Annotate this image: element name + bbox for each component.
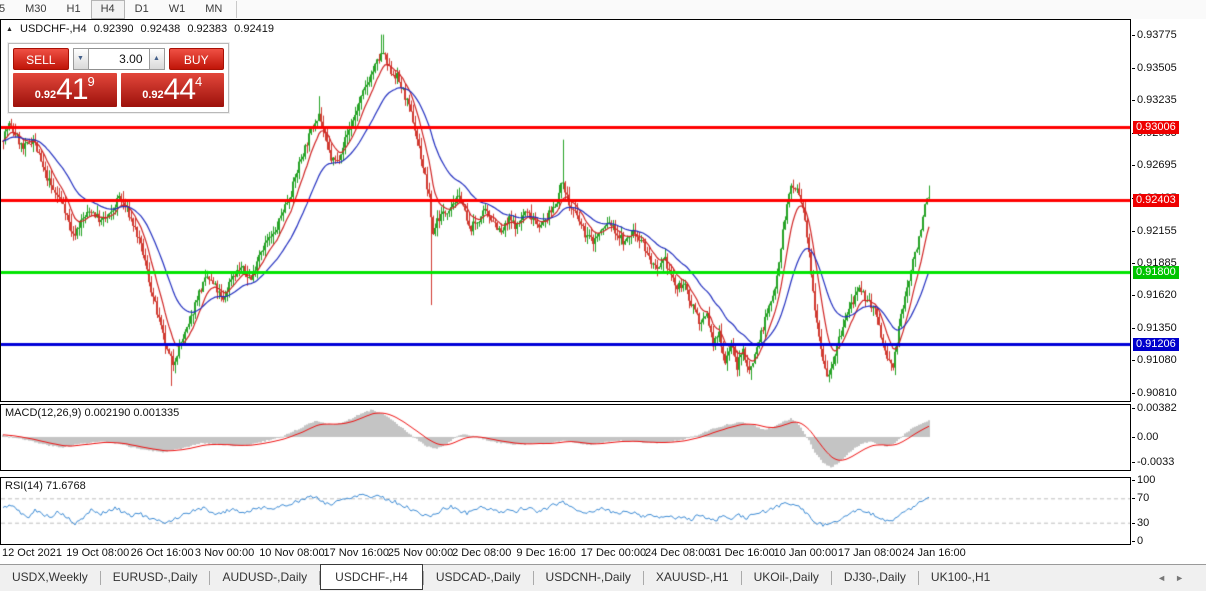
- timeframe-button-d1[interactable]: D1: [134, 3, 149, 15]
- timeframe-toolbar: 5 M30 H1 H4 D1 W1 MN: [0, 0, 1206, 20]
- macd-label: MACD(12,26,9) 0.002190 0.001335: [5, 407, 180, 419]
- date-label: 2 Dec 08:00: [452, 547, 512, 559]
- ohlc-open: 0.92390: [93, 23, 134, 35]
- tab-separator: [99, 571, 101, 585]
- sell-price-box[interactable]: 0.92 41 9: [13, 73, 117, 107]
- price-tick: 0.92155: [1132, 224, 1177, 237]
- tab-separator: [209, 571, 211, 585]
- macd-tick: 0.00: [1131, 430, 1159, 443]
- tab-separator: [532, 571, 534, 585]
- price-tick: 0.93235: [1132, 94, 1177, 107]
- date-label: 10 Nov 08:00: [259, 547, 325, 559]
- date-label: 31 Dec 16:00: [709, 547, 775, 559]
- chart-tab-uk100-h1[interactable]: UK100-,H1: [930, 570, 991, 584]
- chart-tab-usdcnh-daily[interactable]: USDCNH-,Daily: [545, 570, 631, 584]
- date-label: 17 Nov 16:00: [323, 547, 389, 559]
- timeframe-button-m30[interactable]: M30: [25, 3, 47, 15]
- price-level-badge: 0.91800: [1133, 266, 1179, 280]
- chart-tab-ukoil-daily[interactable]: UKOil-,Daily: [753, 570, 819, 584]
- timeframe-button-w1[interactable]: W1: [168, 3, 186, 15]
- timeframe-button-h1[interactable]: H1: [66, 3, 81, 15]
- tab-separator: [917, 571, 919, 585]
- sell-button[interactable]: SELL: [13, 48, 69, 70]
- price-chart-panel: ▲ USDCHF-,H4 0.92390 0.92438 0.92383 0.9…: [0, 19, 1131, 402]
- price-tick: 0.91350: [1132, 321, 1177, 334]
- rsi-tick: 100: [1131, 474, 1156, 486]
- sell-price-prefix: 0.92: [34, 89, 57, 101]
- date-label: 24 Dec 08:00: [645, 547, 711, 559]
- tab-scroll-left-icon[interactable]: ◄: [1157, 573, 1166, 583]
- chart-title: ▲ USDCHF-,H4 0.92390 0.92438 0.92383 0.9…: [6, 23, 278, 35]
- tab-scroll-right-icon[interactable]: ►: [1175, 573, 1184, 583]
- price-tick: 0.91080: [1132, 354, 1177, 367]
- price-level-badge: 0.93006: [1133, 120, 1179, 134]
- one-click-trade-panel: SELL ▼ ▲ BUY 0.92 41 9 0.92 44 4: [8, 43, 229, 113]
- volume-input[interactable]: [88, 48, 149, 70]
- toolbar-separator: [236, 1, 238, 18]
- chart-symbol-label: USDCHF-,H4: [20, 23, 87, 35]
- volume-decrease-button[interactable]: ▼: [72, 48, 89, 70]
- price-level-badge: 0.91206: [1133, 338, 1179, 352]
- tab-separator: [830, 571, 832, 585]
- rsi-label: RSI(14) 71.6768: [5, 480, 86, 492]
- volume-increase-button[interactable]: ▲: [148, 48, 165, 70]
- date-label: 10 Jan 00:00: [773, 547, 838, 559]
- macd-tick: 0.00382: [1132, 402, 1177, 414]
- date-label: 9 Dec 16:00: [516, 547, 576, 559]
- collapse-triangle-icon[interactable]: ▲: [6, 26, 13, 33]
- ohlc-high: 0.92438: [140, 23, 181, 35]
- macd-canvas[interactable]: [1, 405, 1130, 470]
- price-axis: 0.937750.935050.932350.929650.926950.924…: [1131, 19, 1206, 564]
- rsi-tick: 30: [1131, 516, 1150, 529]
- price-tick: 0.93775: [1132, 29, 1177, 41]
- date-axis: 12 Oct 2021 19 Oct 08:00 26 Oct 16:00 3 Nov…: [0, 546, 1131, 563]
- price-tick: 0.91885: [1132, 257, 1177, 270]
- date-label: 12 Oct 2021: [2, 547, 62, 559]
- price-tick: 0.90810: [1132, 387, 1177, 399]
- macd-tick: -0.0033: [1131, 456, 1175, 468]
- buy-price-prefix: 0.92: [142, 89, 164, 101]
- timeframe-button-h4[interactable]: H4: [90, 0, 125, 19]
- chart-tab-usdcad-daily[interactable]: USDCAD-,Daily: [435, 570, 521, 584]
- ohlc-low: 0.92383: [187, 23, 228, 35]
- rsi-tick: 0: [1131, 535, 1144, 547]
- date-label: 17 Dec 00:00: [580, 547, 647, 559]
- date-label: 26 Oct 16:00: [130, 547, 194, 559]
- macd-indicator-panel: MACD(12,26,9) 0.002190 0.001335: [0, 404, 1131, 471]
- tab-separator: [642, 571, 644, 585]
- sell-price-pip: 9: [87, 74, 95, 89]
- date-label: 25 Nov 00:00: [387, 547, 454, 559]
- chart-tab-eurusd-daily[interactable]: EURUSD-,Daily: [112, 570, 198, 584]
- date-label: 17 Jan 08:00: [837, 547, 902, 559]
- tab-separator: [740, 571, 742, 585]
- date-label: 24 Jan 16:00: [902, 547, 966, 559]
- buy-price-main: 44: [163, 73, 196, 106]
- chart-tab-bar: USDX,Weekly EURUSD-,Daily AUDUSD-,Daily USD…: [0, 564, 1206, 591]
- chart-tab-audusd-daily[interactable]: AUDUSD-,Daily: [222, 570, 308, 584]
- ohlc-close: 0.92419: [234, 23, 274, 35]
- tab-separator: [422, 571, 424, 585]
- rsi-tick: 70: [1131, 492, 1150, 505]
- sell-price-main: 41: [56, 73, 88, 106]
- price-tick: 0.92695: [1132, 159, 1177, 172]
- rsi-indicator-panel: RSI(14) 71.6768: [0, 477, 1131, 545]
- buy-price-box[interactable]: 0.92 44 4: [120, 73, 224, 107]
- rsi-canvas[interactable]: [1, 478, 1130, 544]
- tab-separator: [319, 571, 321, 585]
- date-label: 19 Oct 08:00: [66, 547, 130, 559]
- chart-tab-usdchf-h4[interactable]: USDCHF-,H4: [320, 564, 423, 590]
- chart-tab-usdx-weekly[interactable]: USDX,Weekly: [12, 570, 88, 584]
- buy-button[interactable]: BUY: [168, 48, 224, 70]
- timeframe-button-mn[interactable]: MN: [205, 3, 223, 15]
- price-tick: 0.91620: [1132, 289, 1177, 302]
- chart-tab-dj30-daily[interactable]: DJ30-,Daily: [843, 570, 906, 584]
- chart-tab-xauusd-h1[interactable]: XAUUSD-,H1: [655, 570, 729, 584]
- price-tick: 0.93505: [1132, 61, 1177, 74]
- price-level-badge: 0.92403: [1133, 193, 1179, 207]
- timeframe-button-5[interactable]: 5: [0, 3, 6, 15]
- date-label: 3 Nov 00:00: [194, 547, 255, 559]
- volume-stepper: ▼ ▲: [72, 48, 165, 70]
- buy-price-pip: 4: [195, 74, 203, 89]
